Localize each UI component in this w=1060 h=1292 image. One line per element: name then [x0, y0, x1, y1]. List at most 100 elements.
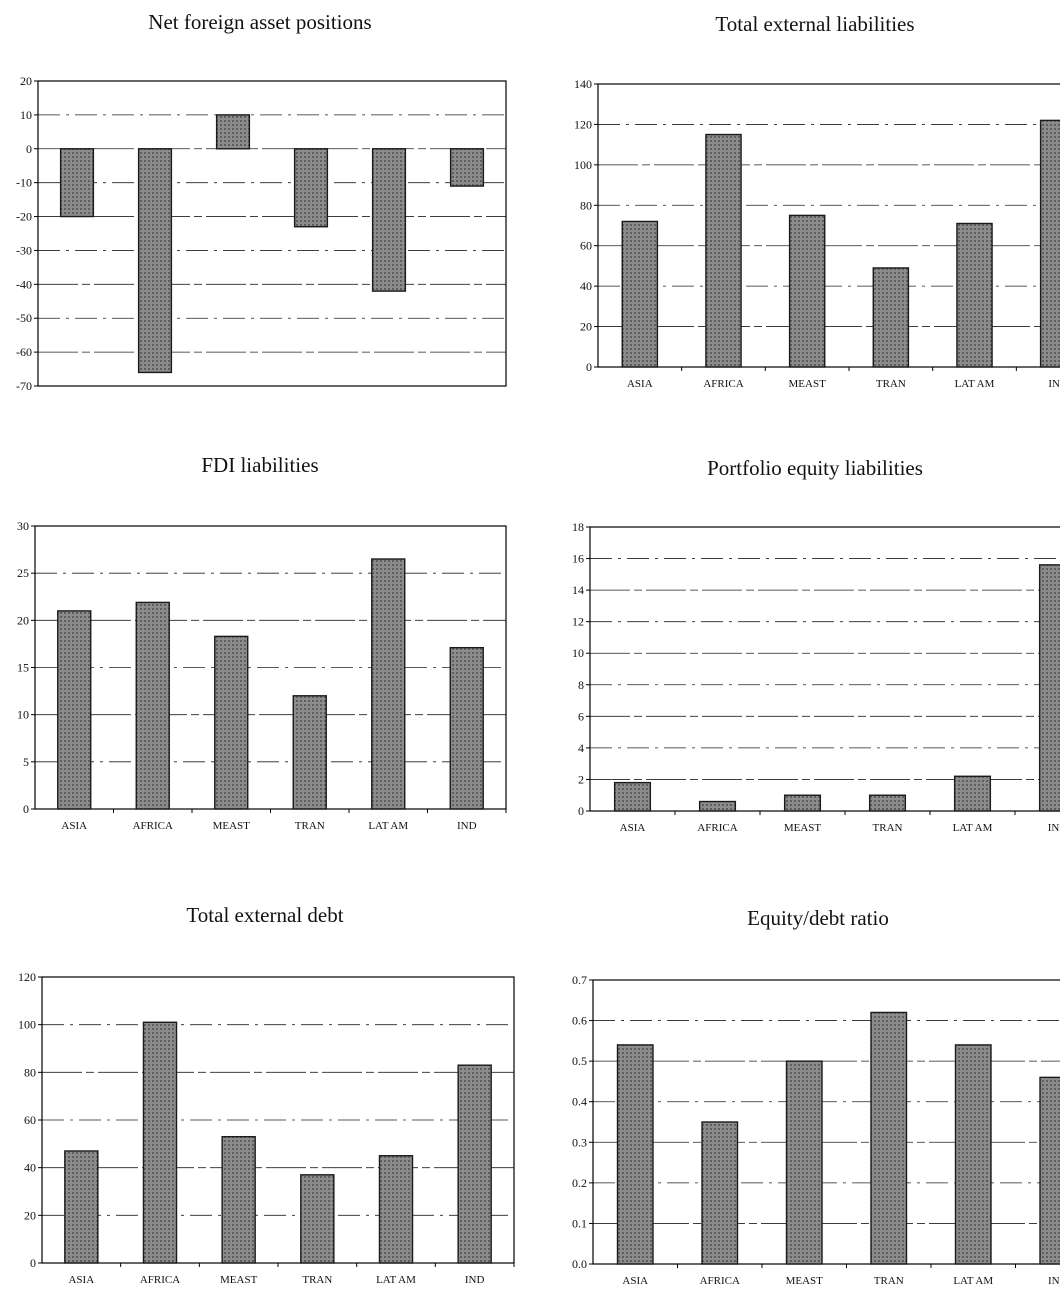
y-tick-label: 0.2 [572, 1176, 587, 1190]
x-tick-label: MEAST [784, 822, 822, 834]
chart-panel-fdi-liabilities: FDI liabilities 30 25 20 15 10 5 0 ASIA AFRICA ME… [0, 440, 530, 860]
chart-title: FDI liabilities [201, 453, 319, 477]
y-tick-label: 8 [578, 678, 584, 692]
x-tick-label: MEAST [786, 1275, 824, 1287]
x-tick-label: MEAST [213, 820, 251, 832]
x-tick-label: AFRICA [697, 822, 737, 834]
x-tick-label: MEAST [220, 1274, 258, 1286]
y-tick-label: 0 [578, 804, 584, 818]
x-tick-label: IND [465, 1274, 485, 1286]
bar-africa [135, 601, 170, 810]
x-tick-label: LAT AM [953, 822, 993, 834]
x-tick-label: ASIA [627, 378, 653, 390]
y-tick-label: -70 [16, 379, 32, 393]
y-tick-label: 20 [17, 613, 29, 627]
x-tick-label: IND [1048, 822, 1060, 834]
bar-lat-am [371, 558, 406, 810]
y-tick-label: 0.7 [572, 973, 587, 987]
y-tick-label: 0.5 [572, 1054, 587, 1068]
bar-ind [449, 148, 485, 187]
y-tick-label: 100 [574, 158, 592, 172]
y-tick-label: 0.3 [572, 1135, 587, 1149]
y-tick-label: 4 [578, 741, 584, 755]
bar-lat-am [953, 775, 992, 812]
y-tick-label: -50 [16, 311, 32, 325]
x-tick-label: IND [457, 820, 477, 832]
y-tick-label: 15 [17, 661, 29, 675]
bar-lat-am [371, 148, 407, 292]
y-tick-label: 40 [580, 279, 592, 293]
y-tick-label: 0.6 [572, 1014, 587, 1028]
chart-title: Portfolio equity liabilities [707, 456, 923, 480]
x-tick-label: ASIA [620, 822, 646, 834]
bar-tran [292, 695, 327, 810]
y-tick-label: 18 [572, 520, 584, 534]
x-tick-label: ASIA [61, 820, 87, 832]
bar-lat-am [956, 222, 993, 368]
x-tick-label: LAT AM [368, 820, 408, 832]
x-tick-label: AFRICA [700, 1275, 740, 1287]
y-tick-label: 10 [20, 108, 32, 122]
x-tick-label: IND [1048, 378, 1060, 390]
bar-asia [64, 1150, 99, 1264]
y-tick-label: 12 [572, 615, 584, 629]
bar-tran [872, 267, 910, 368]
bar-ind [457, 1064, 492, 1264]
y-tick-label: -30 [16, 243, 32, 257]
y-tick-label: 10 [17, 708, 29, 722]
x-tick-label: TRAN [874, 1275, 904, 1287]
y-tick-label: 0.0 [572, 1257, 587, 1271]
x-tick-label: TRAN [295, 820, 325, 832]
bar-africa [701, 1121, 739, 1265]
bar-asia [613, 781, 652, 812]
y-tick-label: -10 [16, 176, 32, 190]
bar-ind [1039, 119, 1060, 368]
bar-tran [870, 1011, 908, 1265]
bar-meast [785, 1060, 823, 1265]
y-tick-label: 20 [20, 74, 32, 88]
x-tick-label: IND [1048, 1275, 1060, 1287]
plot-frame [589, 526, 1060, 812]
y-tick-label: 0 [23, 802, 29, 816]
y-tick-label: -40 [16, 277, 32, 291]
bar-africa [705, 133, 742, 368]
y-tick-label: 60 [24, 1113, 36, 1127]
x-tick-label: TRAN [873, 822, 903, 834]
y-tick-label: 0.1 [572, 1216, 587, 1230]
y-tick-label: 0 [26, 142, 32, 156]
bar-asia [621, 220, 659, 368]
chart-panel-total-external-liabilities: Total external liabilities 140 120 100 80 60… [530, 0, 1060, 420]
x-tick-label: LAT AM [953, 1275, 993, 1287]
x-tick-label: AFRICA [133, 820, 173, 832]
chart-panel-net-foreign-asset-positions: Net foreign asset positions 20 10 0 -10 -20 -… [0, 0, 530, 420]
y-tick-label: -60 [16, 345, 32, 359]
x-tick-label: TRAN [876, 378, 906, 390]
bar-meast [215, 114, 251, 150]
bar-tran [300, 1174, 335, 1264]
y-tick-label: 10 [572, 646, 584, 660]
chart-svg: 0.7 0.6 0.5 0.4 0.3 0.2 0.1 0.0 ASIA AFRICA MEAST T… [572, 973, 1060, 1287]
bar-lat-am [954, 1044, 992, 1265]
chart-svg: 30 25 20 15 10 5 0 ASIA AFRICA MEAST TRAN LAT AM IND [17, 519, 507, 832]
y-tick-label: 0 [586, 360, 592, 374]
y-tick-label: 14 [572, 583, 584, 597]
chart-svg: 20 10 0 -10 -20 -30 -40 -50 -60 -70 [16, 74, 507, 393]
y-tick-label: 2 [578, 772, 584, 786]
y-tick-label: 60 [580, 239, 592, 253]
bar-ind [1038, 564, 1060, 812]
y-tick-label: 140 [574, 77, 592, 91]
x-tick-label: MEAST [789, 378, 827, 390]
y-tick-label: 5 [23, 755, 29, 769]
bar-ind [1039, 1076, 1060, 1265]
bar-ind [449, 646, 484, 810]
x-tick-label: LAT AM [955, 378, 995, 390]
y-tick-label: 120 [18, 970, 36, 984]
y-tick-label: 40 [24, 1161, 36, 1175]
bar-meast [788, 214, 826, 368]
y-tick-label: 16 [572, 552, 584, 566]
plot-frame [37, 80, 507, 387]
y-tick-label: 20 [24, 1208, 36, 1222]
y-tick-label: 0 [30, 1256, 36, 1270]
bar-asia [616, 1044, 654, 1265]
bar-asia [59, 148, 95, 218]
